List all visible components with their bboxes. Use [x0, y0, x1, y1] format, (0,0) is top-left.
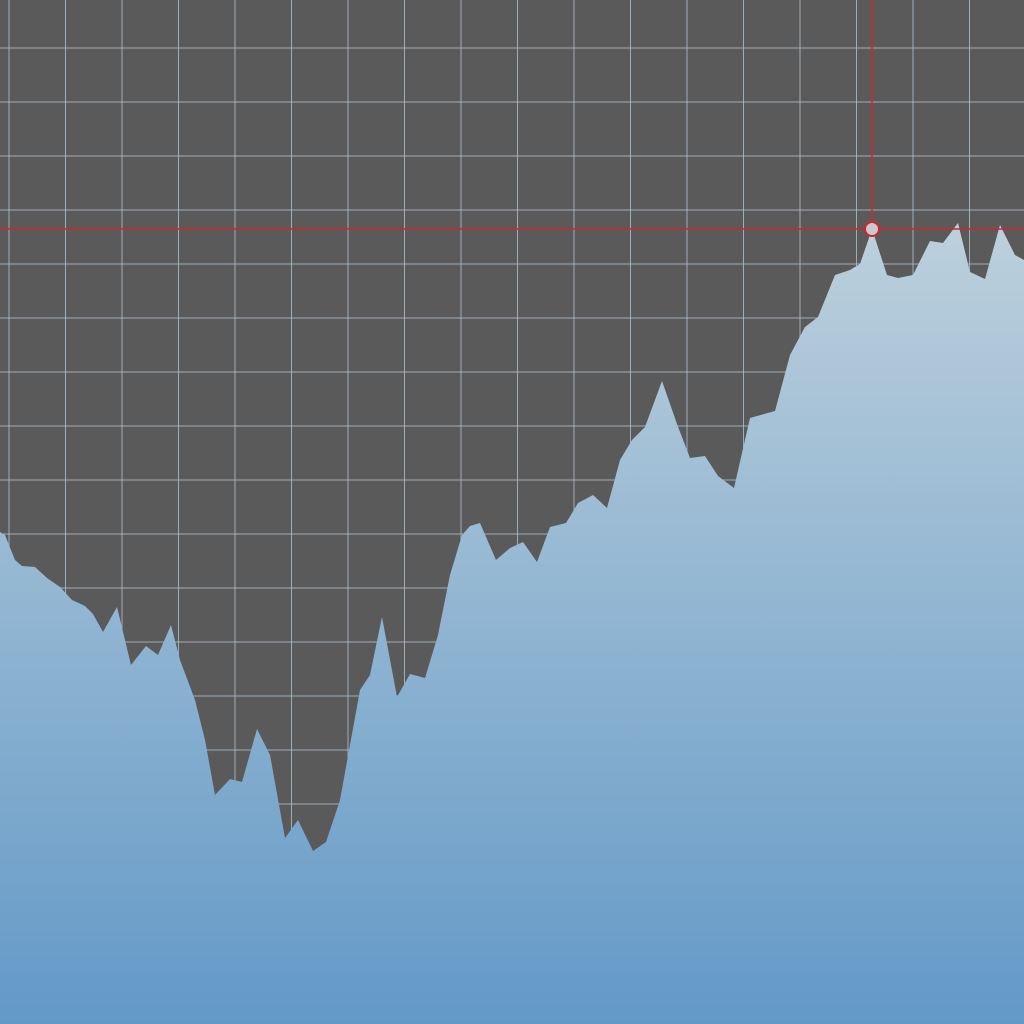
crosshair-point	[864, 221, 880, 237]
area	[0, 223, 1024, 1024]
